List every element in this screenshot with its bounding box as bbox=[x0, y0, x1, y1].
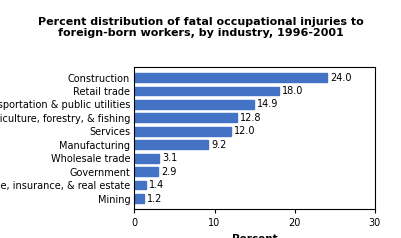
Bar bbox=[134, 194, 144, 203]
Text: 18.0: 18.0 bbox=[282, 86, 303, 96]
Text: 9.2: 9.2 bbox=[211, 140, 227, 150]
Bar bbox=[134, 127, 231, 136]
Text: 24.0: 24.0 bbox=[330, 73, 352, 83]
Text: 2.9: 2.9 bbox=[161, 167, 176, 177]
Text: 12.8: 12.8 bbox=[240, 113, 262, 123]
Text: 1.4: 1.4 bbox=[149, 180, 164, 190]
Bar bbox=[134, 181, 146, 189]
Text: 12.0: 12.0 bbox=[234, 126, 255, 136]
Text: 3.1: 3.1 bbox=[162, 153, 178, 163]
Text: Percent distribution of fatal occupational injuries to
foreign-born workers, by : Percent distribution of fatal occupation… bbox=[38, 17, 363, 38]
Text: 1.2: 1.2 bbox=[147, 193, 162, 203]
Bar bbox=[134, 167, 158, 176]
Bar bbox=[134, 100, 254, 109]
Text: 14.9: 14.9 bbox=[257, 99, 278, 109]
Bar bbox=[134, 140, 208, 149]
Bar bbox=[134, 114, 237, 122]
X-axis label: Percent: Percent bbox=[232, 234, 277, 238]
Bar bbox=[134, 154, 159, 163]
Bar bbox=[134, 73, 327, 82]
Bar bbox=[134, 87, 279, 95]
